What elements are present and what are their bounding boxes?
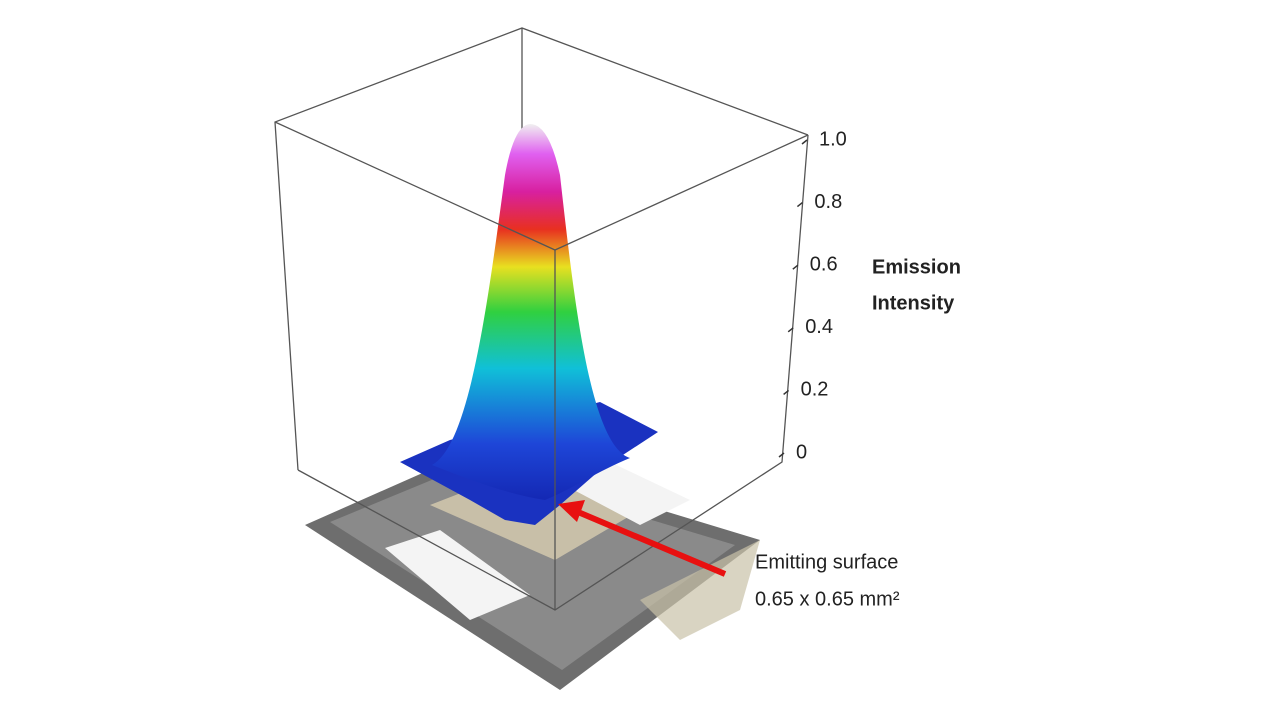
z-tick (801, 139, 808, 145)
z-axis: 0 0.2 0.4 0.6 0.8 1.0 (778, 128, 847, 463)
z-axis-label: Intensity (872, 292, 955, 314)
z-tick-label: 0.2 (801, 379, 829, 401)
z-tick-label: 1.0 (819, 128, 847, 150)
z-tick (792, 264, 799, 270)
z-tick (783, 389, 790, 395)
z-tick-label: 0.6 (810, 253, 838, 275)
plot-box-front (274, 121, 809, 611)
annotation-arrow (558, 500, 727, 577)
surface (400, 124, 658, 525)
z-tick (787, 327, 794, 333)
annotation: Emitting surface (755, 551, 898, 573)
z-tick-label: 0.4 (805, 316, 833, 338)
z-axis-label: Emission (872, 256, 961, 278)
annotation: 0.65 x 0.65 mm² (755, 588, 900, 610)
z-tick (796, 202, 803, 208)
z-tick-label: 0 (796, 441, 807, 463)
z-tick (778, 452, 785, 458)
z-tick-label: 0.8 (814, 191, 842, 213)
